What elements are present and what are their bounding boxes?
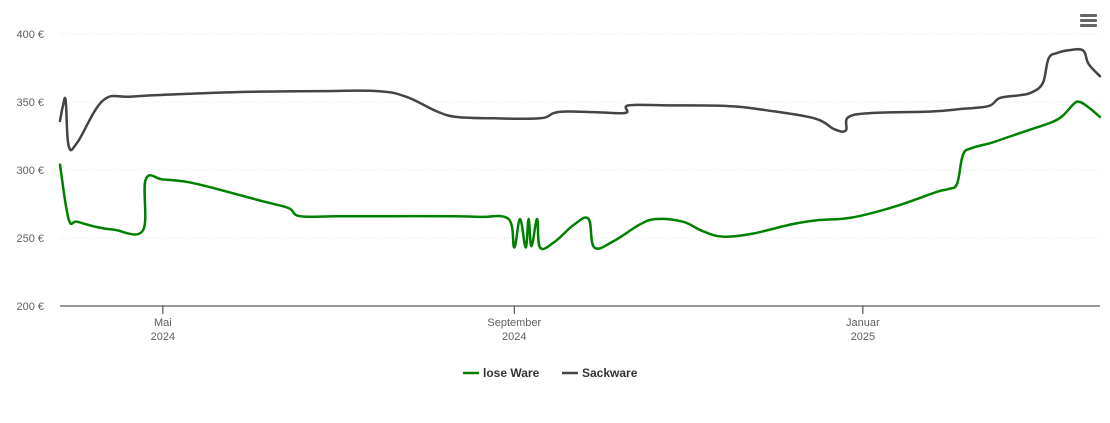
series-line-lose-ware bbox=[58, 100, 1102, 251]
hamburger-menu-icon[interactable] bbox=[1077, 10, 1101, 32]
x-tick-year: 2024 bbox=[151, 331, 175, 343]
grid-lines bbox=[60, 33, 1100, 239]
x-tick-month: Januar bbox=[846, 317, 880, 329]
legend-item-sackware[interactable]: Sackware bbox=[562, 366, 638, 380]
x-tick-year: 2025 bbox=[851, 331, 875, 343]
y-tick-label: 200 € bbox=[16, 301, 44, 313]
y-axis: 400 € 350 € 300 € 250 € 200 € bbox=[16, 29, 44, 313]
series-lines bbox=[58, 47, 1102, 251]
legend-label: Sackware bbox=[582, 366, 638, 380]
x-tick-month: Mai bbox=[154, 317, 172, 329]
legend-label: lose Ware bbox=[483, 366, 540, 380]
legend-item-lose-ware[interactable]: lose Ware bbox=[463, 366, 540, 380]
x-tick-month: September bbox=[487, 317, 541, 329]
series-line-sackware bbox=[58, 47, 1102, 152]
legend[interactable]: lose Ware Sackware bbox=[463, 366, 638, 380]
y-tick-label: 300 € bbox=[16, 165, 44, 177]
y-tick-label: 350 € bbox=[16, 97, 44, 109]
x-axis: Mai 2024 September 2024 Januar 2025 bbox=[60, 305, 1100, 343]
x-tick-year: 2024 bbox=[502, 331, 526, 343]
y-tick-label: 400 € bbox=[16, 29, 44, 41]
y-tick-label: 250 € bbox=[16, 233, 44, 245]
